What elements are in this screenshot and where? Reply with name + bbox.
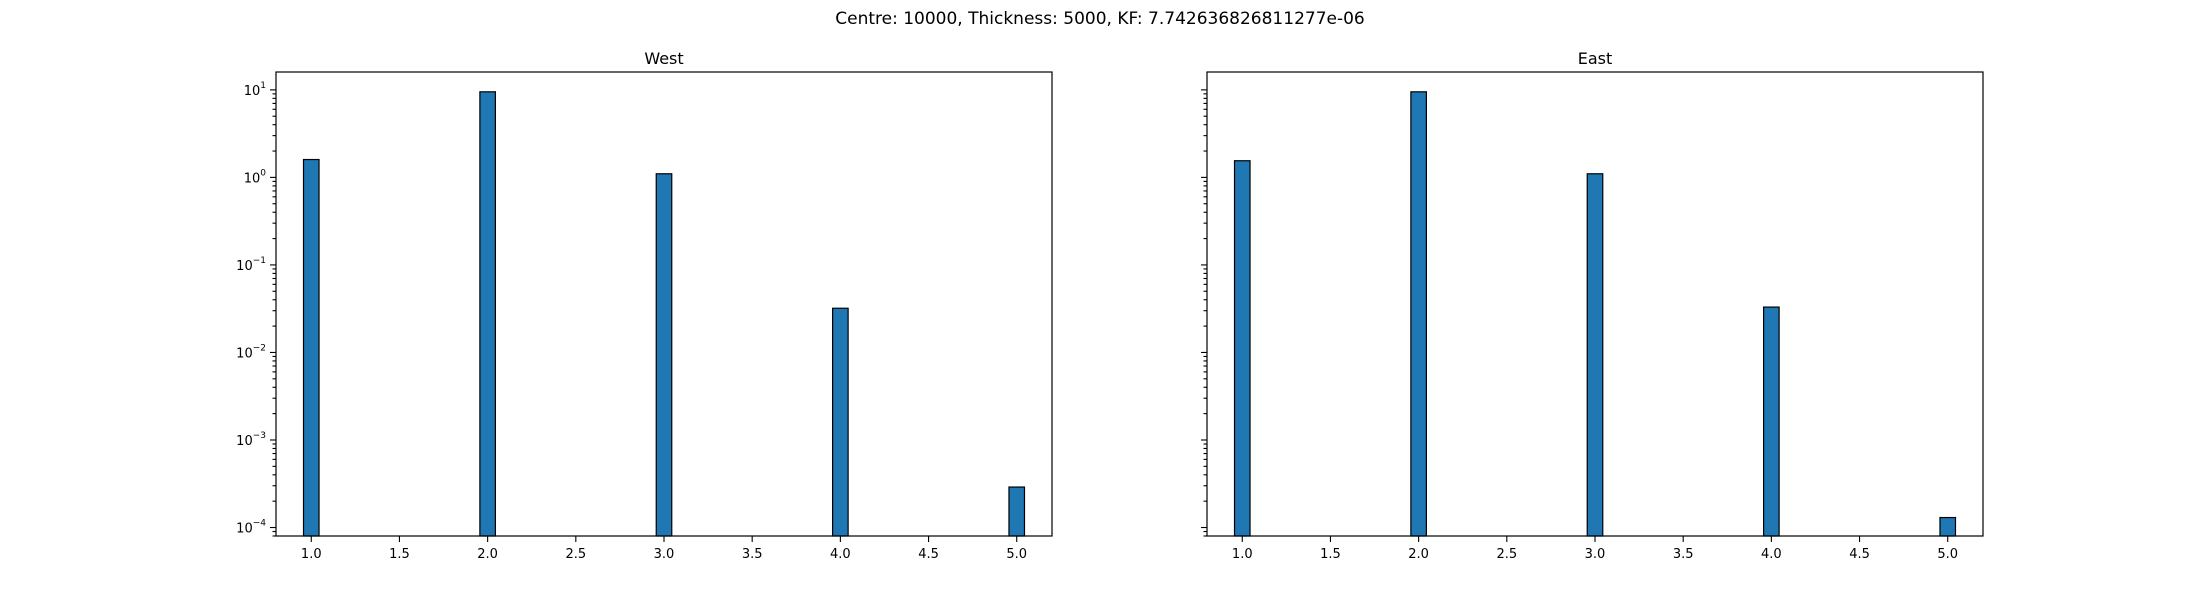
bar-west-3	[655, 173, 673, 537]
x-tick-label: 1.5	[389, 547, 410, 562]
panel-west: West 1.0 1.5 2.0 2.5 3.0 3.5 4.0 4.5 5.0 101 100 10−…	[236, 49, 1053, 562]
x-tick-label: 2.5	[565, 547, 586, 562]
x-tick-label: 3.0	[654, 547, 675, 562]
bar-east-4	[1763, 306, 1780, 537]
y-tick-label: 101	[244, 81, 266, 99]
bar-west-4	[832, 307, 849, 537]
y-tick-label: 10−2	[236, 343, 266, 361]
x-tick-label: 3.5	[1673, 547, 1694, 562]
x-tick-label: 4.5	[1849, 547, 1870, 562]
figure-suptitle: Centre: 10000, Thickness: 5000, KF: 7.74…	[835, 9, 1365, 29]
x-tick-label: 2.0	[477, 547, 498, 562]
bar-east-2	[1410, 91, 1427, 537]
y-tick-label: 10−1	[236, 256, 266, 274]
panel-title: West	[644, 49, 683, 68]
x-tick-label: 1.5	[1320, 547, 1341, 562]
panels: West 1.0 1.5 2.0 2.5 3.0 3.5 4.0 4.5 5.0 101 100 10−…	[236, 49, 1984, 562]
x-tick-label: 3.0	[1585, 547, 1606, 562]
y-tick-label: 100	[244, 168, 267, 186]
x-tick-label: 1.0	[1232, 547, 1253, 562]
x-tick-label: 4.0	[1761, 547, 1782, 562]
bar-west-5	[1008, 486, 1026, 537]
x-tick-label: 4.5	[918, 547, 939, 562]
bar-east-1	[1233, 160, 1251, 537]
bar-west-2	[479, 91, 496, 537]
bar-east-3	[1586, 173, 1604, 537]
y-tick-label: 10−4	[236, 519, 266, 537]
panel-title: East	[1578, 49, 1613, 68]
x-tick-label: 5.0	[1937, 547, 1958, 562]
x-tick-label: 1.0	[301, 547, 322, 562]
x-tick-label: 2.5	[1496, 547, 1517, 562]
x-tick-label: 5.0	[1006, 547, 1027, 562]
panel-east: East 1.0 1.5 2.0 2.5 3.0 3.5 4.0 4.5 5.0	[1201, 49, 1984, 562]
x-tick-label: 2.0	[1408, 547, 1429, 562]
bar-west-1	[302, 158, 320, 537]
x-tick-label: 4.0	[830, 547, 851, 562]
x-tick-label: 3.5	[742, 547, 763, 562]
bar-east-5	[1939, 516, 1957, 537]
y-tick-label: 10−3	[236, 431, 266, 449]
